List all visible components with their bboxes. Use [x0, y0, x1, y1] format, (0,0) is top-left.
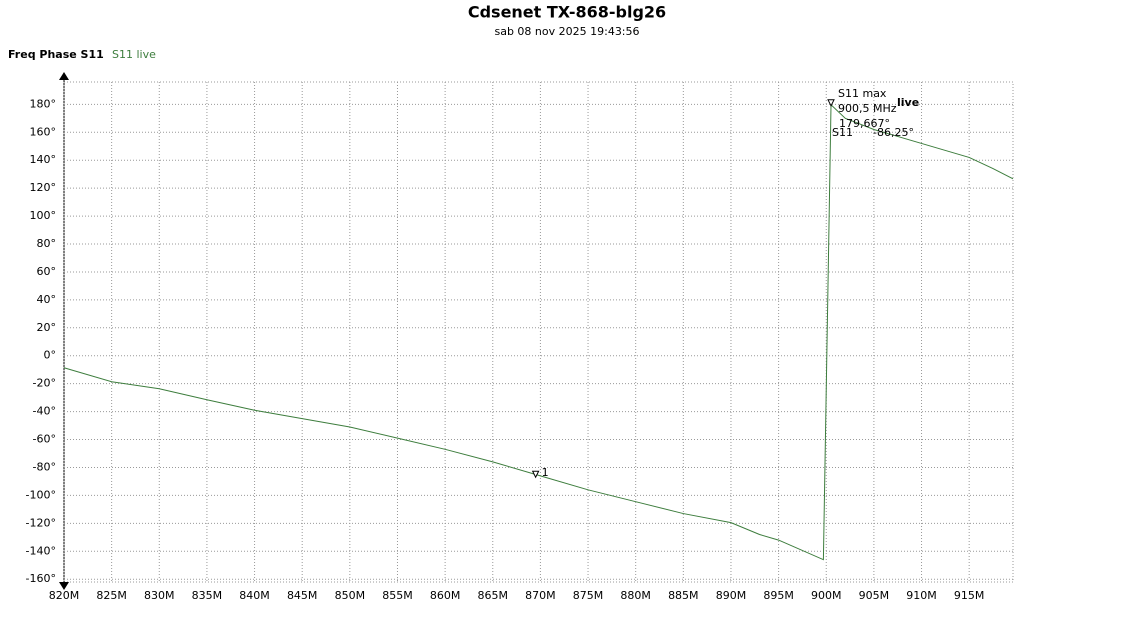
axis-arrow-down	[59, 582, 69, 590]
y-tick-label: -40°	[33, 405, 56, 418]
x-tick-label: 910M	[906, 589, 937, 602]
x-tick-label: 895M	[763, 589, 794, 602]
chart-subtitle: sab 08 nov 2025 19:43:56	[494, 25, 639, 38]
marker-readout: 900,5 MHz	[838, 102, 897, 115]
y-tick-label: 40°	[37, 293, 57, 306]
y-tick-label: -20°	[33, 377, 56, 390]
x-tick-label: 865M	[478, 589, 509, 602]
x-tick-label: 875M	[573, 589, 604, 602]
marker-label: 1	[542, 466, 549, 479]
marker-readout: 179,667°	[839, 117, 890, 130]
y-tick-label: 80°	[37, 237, 57, 250]
marker	[531, 470, 540, 479]
y-tick-label: 160°	[30, 125, 57, 138]
chart-title: Cdsenet TX-868-blg26	[468, 3, 666, 22]
y-tick-label: 20°	[37, 321, 57, 334]
x-tick-label: 855M	[382, 589, 413, 602]
x-tick-label: 905M	[859, 589, 890, 602]
x-tick-label: 840M	[239, 589, 270, 602]
y-tick-label: -80°	[33, 460, 56, 473]
x-tick-label: 835M	[192, 589, 223, 602]
legend-entry: S11 live	[112, 48, 156, 61]
x-tick-label: 890M	[716, 589, 747, 602]
y-tick-label: -60°	[33, 433, 56, 446]
y-tick-label: -100°	[26, 488, 56, 501]
y-tick-label: 120°	[30, 181, 57, 194]
x-tick-label: 830M	[144, 589, 175, 602]
x-tick-label: 825M	[96, 589, 127, 602]
marker	[827, 99, 835, 107]
y-tick-label: 0°	[44, 349, 57, 362]
annotation: live	[897, 96, 919, 109]
x-tick-label: 885M	[668, 589, 699, 602]
axis-arrow-up	[59, 72, 69, 80]
y-tick-label: -160°	[26, 572, 56, 585]
marker-label: S11 max	[838, 87, 887, 100]
marker-readout: S11	[832, 126, 853, 139]
x-tick-label: 880M	[620, 589, 651, 602]
plot-border	[63, 81, 1014, 583]
x-tick-label: 915M	[954, 589, 985, 602]
marker-readout: -86,25°	[873, 126, 914, 139]
y-tick-label: 100°	[30, 209, 57, 222]
x-tick-label: 870M	[525, 589, 556, 602]
x-tick-label: 860M	[430, 589, 461, 602]
y-tick-label: -120°	[26, 516, 56, 529]
y-tick-label: 140°	[30, 153, 57, 166]
y-tick-label: 180°	[30, 97, 57, 110]
y-axis-label: Freq Phase S11	[8, 48, 104, 61]
series-line	[63, 103, 1014, 561]
x-tick-label: 900M	[811, 589, 842, 602]
x-tick-label: 850M	[335, 589, 366, 602]
y-tick-label: 60°	[37, 265, 57, 278]
x-tick-label: 845M	[287, 589, 318, 602]
y-tick-label: -140°	[26, 544, 56, 557]
x-tick-label: 820M	[49, 589, 80, 602]
